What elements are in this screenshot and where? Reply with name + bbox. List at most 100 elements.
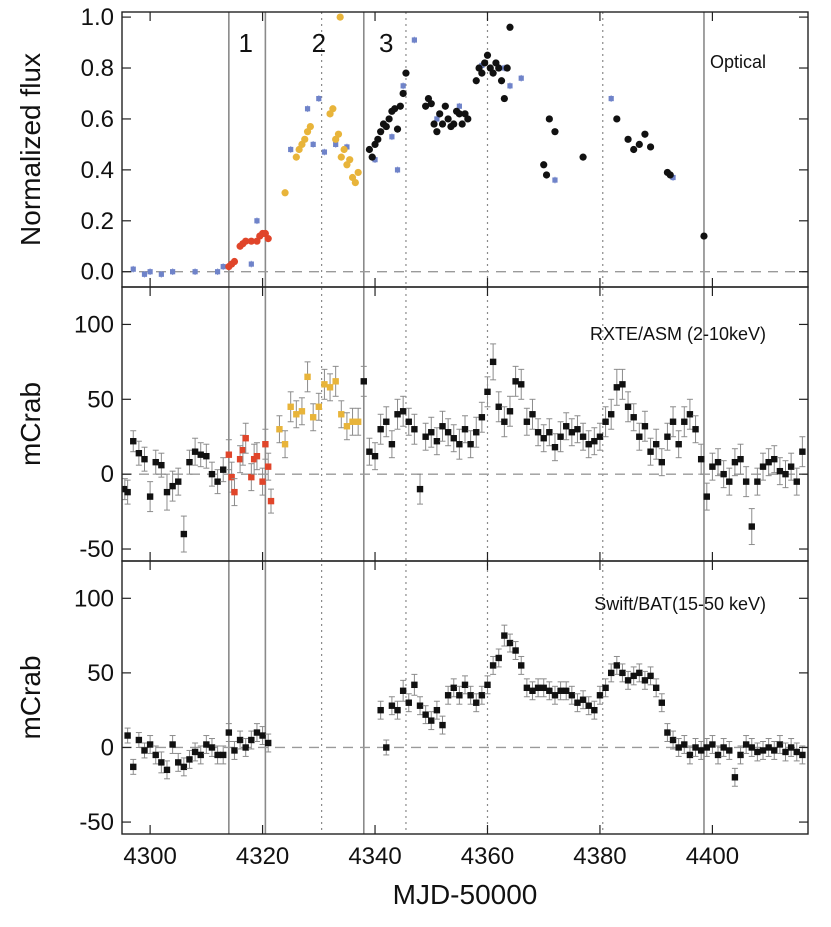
panel-2-data-point — [444, 429, 452, 436]
panel-2-data-point — [574, 426, 581, 433]
panel-3-data-point — [709, 741, 716, 748]
panel-2-data-point — [422, 433, 429, 440]
panel-3-data-point — [416, 702, 424, 709]
panel-1-data-point — [434, 116, 440, 122]
panel-3-data-point — [748, 744, 755, 751]
panel-3-data-point — [248, 736, 255, 744]
panel-1-y-axis-label: Normalized flux — [15, 53, 46, 246]
panel-3-data-point — [681, 741, 688, 748]
region-label-2: 2 — [312, 28, 326, 58]
panel-1-data-point — [551, 128, 559, 136]
panel-2-data-point — [163, 488, 171, 496]
panel-1-data-point — [292, 153, 300, 161]
panel-2-data-point — [607, 411, 615, 418]
panel-1-data-point — [433, 128, 441, 136]
panel-3-frame — [121, 560, 809, 835]
panel-2-data-point — [579, 433, 587, 440]
panel-2-data-point — [281, 441, 289, 448]
panel-3-data-point — [551, 692, 559, 699]
panel-3-data-point — [399, 687, 407, 694]
panel-3-data-point — [214, 751, 221, 759]
panel-3-data-point — [793, 748, 800, 756]
panel-2-data-point — [776, 467, 784, 475]
panel-1-data-point — [630, 145, 638, 154]
panel-1-data-point — [382, 122, 390, 131]
panel-3-data-point — [259, 732, 266, 739]
panel-2-data-point — [540, 435, 547, 442]
panel-2-data-point — [624, 403, 632, 410]
panel-3-data-point — [383, 744, 390, 751]
panel-3-data-point — [135, 736, 143, 744]
panel-3-data-point — [585, 702, 592, 709]
panel-2-data-point — [731, 458, 739, 466]
panel-2-data-point — [267, 497, 275, 505]
panel-2-y-axis-label: mCrab — [15, 382, 46, 466]
panel-2-data-point — [787, 463, 795, 470]
panel-2-data-point — [697, 455, 705, 463]
panel-2-data-point — [450, 435, 457, 442]
text-labels-layer: 0.0 0.2 0.4 0.6 0.8 1.0 Optical Normalized flux… — [15, 4, 766, 910]
panel-3-data-point — [484, 681, 491, 689]
panel-3-data-point — [264, 739, 272, 747]
panel-2-data-point — [309, 414, 317, 421]
panel-1-data-point — [346, 156, 354, 164]
panel-3-data-point — [731, 774, 739, 781]
panel-2-data-point — [473, 429, 480, 436]
panel-2-data-point — [793, 478, 800, 485]
panel-2-data-point — [557, 433, 564, 440]
panel-3-data-point — [669, 736, 677, 744]
panel-1-data-point — [365, 145, 374, 154]
panel-2-series-yellow — [276, 361, 362, 459]
panel-2-data-point — [782, 470, 789, 478]
panel-2-data-point — [523, 418, 531, 425]
panel-1-data-point — [248, 261, 254, 267]
panel-3-data-point — [703, 744, 710, 751]
panel-1-data-point — [438, 120, 447, 128]
panel-3-data-point — [636, 669, 643, 677]
panel-2-data-point — [394, 411, 401, 418]
panel-2-data-point — [298, 408, 306, 415]
panel-3-data-point — [439, 721, 446, 729]
panel-1-data-point — [389, 134, 395, 140]
panel-2-data-point — [664, 433, 671, 440]
panel-1-data-point — [430, 120, 438, 128]
region-label-3: 3 — [379, 28, 393, 58]
panel-3-data-point — [152, 751, 159, 759]
panel-3-data-point — [141, 747, 148, 754]
panel-2-data-point — [641, 423, 649, 430]
panel-3-series-black-pre — [124, 723, 272, 780]
panel-1-data-point — [329, 105, 337, 113]
panel-1-series-blue — [130, 36, 676, 278]
panel-2-data-point — [332, 378, 339, 385]
panel-3-data-point — [444, 692, 452, 699]
panel-3-data-point — [787, 744, 795, 751]
panel-2-data-point — [208, 470, 216, 478]
panel-1-data-point — [464, 115, 472, 123]
panel-2-data-point — [754, 478, 761, 485]
panel-3-data-point — [124, 732, 131, 739]
panel-1-data-point — [503, 64, 511, 72]
panel-2-data-point — [461, 426, 469, 433]
panel-1-data-point — [483, 51, 492, 59]
panel-1-ytick-label: 0.4 — [81, 157, 114, 184]
panel-1-data-point — [304, 106, 311, 112]
panel-2-data-point — [602, 418, 609, 425]
panel-3-data-point — [461, 681, 469, 689]
panel-2-data-point — [518, 381, 525, 388]
panel-2-data-point — [720, 470, 727, 478]
panel-1-data-point — [288, 146, 294, 153]
panel-2-data-point — [591, 438, 598, 445]
x-tick-label: 4300 — [123, 843, 176, 870]
panel-1-data-point — [247, 237, 255, 245]
panel-2-data-point — [669, 418, 677, 425]
panel-3-data-point — [186, 756, 193, 763]
panel-2-data-point — [681, 418, 688, 425]
panel-3-data-point — [607, 669, 615, 677]
panel-2-data-point — [534, 429, 542, 436]
panel-2-data-point — [551, 444, 559, 451]
panel-3-data-point — [782, 748, 789, 756]
panel-1-data-point — [456, 103, 462, 109]
panel-2-data-point — [416, 485, 424, 493]
panel-1-data-point — [372, 157, 378, 163]
panel-1-data-point — [130, 266, 136, 272]
